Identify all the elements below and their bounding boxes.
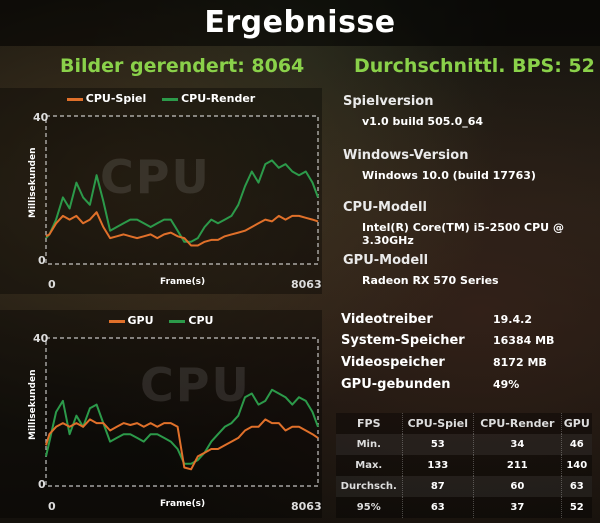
video-memory-value: 8172 MB <box>493 356 547 369</box>
chart-legend: GPU CPU <box>0 314 322 330</box>
game-version-label: Spielversion <box>343 94 434 109</box>
chart-legend: CPU-Spiel CPU-Render <box>0 92 322 108</box>
cpu-model-value: Intel(R) Core(TM) i5-2500 CPU @ 3.30GHz <box>362 221 564 247</box>
legend-swatch <box>162 97 179 101</box>
x-tick-max: 8063 <box>291 500 322 513</box>
legend-item-cpu-game: CPU-Spiel <box>66 92 147 105</box>
plot-frame <box>45 115 319 265</box>
table-cell: 52 <box>569 502 584 513</box>
game-version-value: v1.0 build 505.0_64 <box>362 115 484 128</box>
gpu-bound-label: GPU-gebunden <box>341 377 451 392</box>
fps-table: FPS CPU-Spiel CPU-Render GPU Min. 53 34 … <box>336 413 592 518</box>
cpu-frametime-chart: CPU CPU-Spiel CPU-Render 40 0 Millisekun… <box>0 88 322 294</box>
legend-item-cpu: CPU <box>169 314 213 327</box>
y-tick-min: 0 <box>38 478 46 491</box>
table-cell: 63 <box>569 481 584 492</box>
y-tick-min: 0 <box>38 254 46 267</box>
system-memory-label: System-Speicher <box>341 333 465 348</box>
gpu-model-value: Radeon RX 570 Series <box>362 274 499 287</box>
table-header: CPU-Render <box>473 413 562 434</box>
table-row: 95% 63 37 52 <box>336 497 592 518</box>
legend-swatch <box>169 319 186 323</box>
table-header: GPU <box>563 417 590 430</box>
table-cell: 87 <box>402 476 475 497</box>
table-cell: 133 <box>402 455 475 476</box>
plot-frame <box>45 337 319 487</box>
windows-version-label: Windows-Version <box>343 148 469 163</box>
video-driver-label: Videotreiber <box>341 312 433 327</box>
table-cell: Max. <box>336 455 403 476</box>
x-axis-label: Frame(s) <box>160 277 206 287</box>
table-cell: 53 <box>402 434 475 455</box>
cpu-model-label: CPU-Modell <box>343 200 427 215</box>
table-header-row: FPS CPU-Spiel CPU-Render GPU <box>336 413 592 434</box>
gpu-bound-value: 49% <box>493 378 520 391</box>
x-axis-label: Frame(s) <box>160 499 206 509</box>
legend-swatch <box>66 97 83 101</box>
x-tick-min: 0 <box>48 500 56 513</box>
legend-item-cpu-render: CPU-Render <box>162 92 255 105</box>
table-cell: Durchsch. <box>336 476 403 497</box>
title-bar: Ergebnisse <box>0 0 600 46</box>
table-cell: 63 <box>402 497 475 518</box>
table-header: FPS <box>336 413 403 434</box>
frames-rendered: Bilder gerendert: 8064 <box>60 55 305 77</box>
y-tick-max: 40 <box>33 111 49 124</box>
legend-item-gpu: GPU <box>108 314 154 327</box>
series-line-gpu <box>45 418 319 471</box>
legend-label: CPU <box>188 314 214 327</box>
legend-label: GPU <box>127 314 154 327</box>
x-tick-min: 0 <box>48 278 56 291</box>
table-cell: 37 <box>473 497 562 518</box>
legend-swatch <box>108 319 125 323</box>
table-cell: Min. <box>336 434 403 455</box>
table-cell: 60 <box>473 476 562 497</box>
x-tick-max: 8063 <box>291 278 322 291</box>
video-driver-value: 19.4.2 <box>493 313 532 326</box>
average-fps: Durchschnittl. BPS: 52 <box>354 55 595 77</box>
table-row: Min. 53 34 46 <box>336 434 592 455</box>
chart-watermark: CPU <box>100 150 211 204</box>
windows-version-value: Windows 10.0 (build 17763) <box>362 169 536 182</box>
series-line-cpu-spiel <box>45 211 319 247</box>
gpu-model-label: GPU-Modell <box>343 253 429 268</box>
table-cell: 211 <box>473 455 562 476</box>
page-title: Ergebnisse <box>204 5 396 40</box>
table-header: CPU-Spiel <box>402 413 475 434</box>
table-cell: 140 <box>566 460 588 471</box>
system-memory-value: 16384 MB <box>493 334 555 347</box>
chart-watermark: CPU <box>140 358 251 412</box>
y-tick-max: 40 <box>33 332 49 345</box>
table-cell: 34 <box>473 434 562 455</box>
legend-label: CPU-Spiel <box>85 92 147 105</box>
legend-label: CPU-Render <box>181 92 256 105</box>
y-axis-label: Millisekunden <box>28 369 38 440</box>
gpu-frametime-chart: CPU GPU CPU 40 0 Millisekunden 0 8063 Fr… <box>0 310 322 518</box>
table-cell: 46 <box>569 439 584 450</box>
table-row: Max. 133 211 140 <box>336 455 592 476</box>
table-row: Durchsch. 87 60 63 <box>336 476 592 497</box>
cpu-frametime-plot <box>45 115 319 265</box>
gpu-frametime-plot <box>45 337 319 487</box>
table-cell: 95% <box>336 497 403 518</box>
series-line-cpu <box>45 388 319 465</box>
y-axis-label: Millisekunden <box>28 147 38 218</box>
video-memory-label: Videospeicher <box>341 355 445 370</box>
